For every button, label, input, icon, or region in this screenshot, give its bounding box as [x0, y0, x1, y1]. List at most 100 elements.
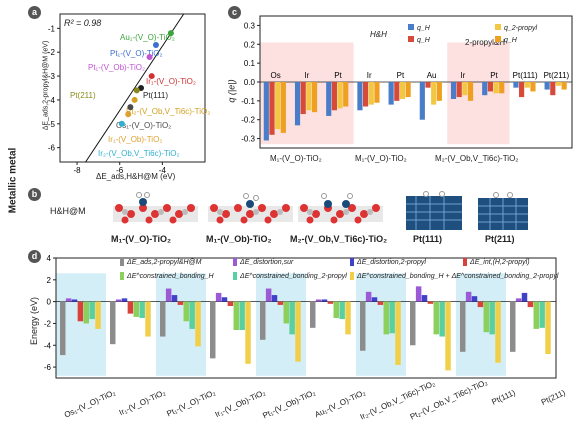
bar-c [456, 82, 462, 98]
bar-c [343, 82, 349, 107]
bar-c [306, 82, 312, 111]
y-tick-label-c: 0.1 [244, 59, 256, 68]
scatter-point [127, 104, 134, 111]
bar-d [427, 301, 434, 304]
bar-c [331, 82, 337, 111]
legend-text: ΔE^constrained_bonding_H + ΔE^constraine… [357, 272, 559, 280]
bar-d [189, 301, 195, 329]
bar-c [450, 82, 457, 99]
y-tick-label-a: -3 [48, 72, 56, 81]
point-label: Pt(111) [143, 91, 168, 100]
plot-frame-d [55, 257, 557, 379]
bar-d [277, 301, 284, 305]
point-label: Ir₁-(V_Ob)-TiO₂ [108, 135, 162, 144]
metal-label: Pt(111) [513, 71, 538, 80]
legend-swatch [495, 24, 501, 30]
r2-label: R² = 0.98 [64, 18, 102, 28]
scatter-point [146, 53, 153, 60]
bar-d [539, 301, 545, 328]
structure-pt111 [406, 191, 462, 230]
bar-c [499, 82, 505, 94]
bar-d [110, 301, 116, 345]
bar-d [371, 297, 378, 302]
bar-c [374, 82, 380, 103]
panel-b-label: b [28, 188, 41, 201]
bar-d [389, 301, 395, 334]
bar-d [171, 295, 178, 302]
structure-pt211 [478, 192, 528, 230]
bar-d [215, 292, 222, 302]
bar-d [365, 291, 372, 302]
bar-d [145, 301, 151, 337]
bar-d [133, 301, 140, 317]
bar-d [221, 297, 228, 302]
bar-c [326, 82, 332, 116]
y-tick-label-d: -2 [44, 319, 52, 328]
bar-d [77, 301, 84, 322]
bar-d [460, 301, 466, 352]
y-tick-label-c: -0.2 [241, 116, 255, 125]
metal-label: Pt(211) [544, 71, 570, 80]
legend-text: q_H [504, 37, 517, 44]
y-tick-label-c: 0.2 [244, 40, 256, 49]
legend-text: q_H [417, 37, 430, 44]
metal-label: Pt [397, 71, 405, 80]
bar-d [315, 299, 322, 302]
legend-swatch [350, 272, 354, 280]
metal-label: Au [427, 71, 437, 80]
bar-c [555, 82, 562, 86]
bar-d [71, 299, 78, 302]
structure-images [113, 191, 528, 230]
bar-c [311, 82, 318, 113]
bar-c [300, 82, 306, 115]
legend-text: ΔE_int,(H,2-propyl) [470, 258, 530, 266]
metal-label: Ir [304, 71, 309, 80]
bar-d [477, 301, 484, 308]
bar-d [139, 301, 145, 318]
panel-d-label: d [28, 250, 41, 263]
bar-d [483, 301, 490, 333]
bar-c [419, 82, 425, 120]
y-tick-label-c: 0.3 [244, 21, 256, 30]
legend-item-c: q_H [408, 24, 430, 32]
structure-label: Pt(111) [413, 234, 443, 244]
side-label: Metallic metal [7, 147, 19, 214]
legend-item-d: ΔE_distortion,sur [233, 258, 293, 266]
bar-c [524, 82, 530, 88]
bar-d [533, 301, 540, 329]
legend-swatch [350, 258, 354, 266]
panel-c: 0.3 0.2 0.1 0.0 -0.1 -0.2 -0.3 Os Ir Pt Ir Pt Au Ir Pt… [227, 8, 578, 186]
bar-c [550, 82, 556, 96]
bar-d [527, 301, 534, 308]
scatter-plot: -8 -6 -4 -1 -2 -3 -4 -5 -6 Au₁-(V_O)-TiO₂ Pt₁-(V_O… [48, 13, 210, 175]
bar-d [383, 301, 390, 335]
legend-item-c: q_H [408, 36, 430, 44]
bar-d [177, 301, 184, 305]
bar-d [60, 301, 66, 356]
bar-c [280, 82, 286, 133]
bar-c [269, 82, 275, 135]
bar-d [260, 301, 266, 340]
y-axis-label-d: Energy (eV) [29, 296, 40, 346]
energy-bar-chart: 4 2 0 -2 -4 -6 [44, 254, 557, 379]
bar-d [160, 301, 166, 337]
legend-swatch [463, 258, 467, 266]
y-tick-label-c: 0.0 [244, 78, 256, 87]
bar-c [530, 82, 536, 92]
bar-d [95, 301, 101, 329]
bar-d [265, 288, 272, 302]
structure-m1-vob [208, 193, 293, 224]
bar-c [294, 82, 301, 126]
legend-text: ΔE_distortion,sur [240, 258, 294, 266]
bar-d [471, 296, 478, 302]
legend-item-d: ΔE_distortion,2-propyl [350, 258, 426, 266]
point-label: Ir₁-(V_O)-TiO₂ [146, 77, 196, 86]
x-tick-label-a: -8 [73, 166, 81, 175]
bar-d [377, 301, 384, 305]
panel-c-label: c [228, 6, 241, 19]
scatter-point [148, 73, 155, 80]
bar-d [210, 301, 216, 359]
structure-label: M₂-(V_Ob,V_Ti6c)-TiO₂ [290, 234, 388, 244]
bar-d [233, 301, 240, 330]
bar-c [275, 82, 281, 130]
